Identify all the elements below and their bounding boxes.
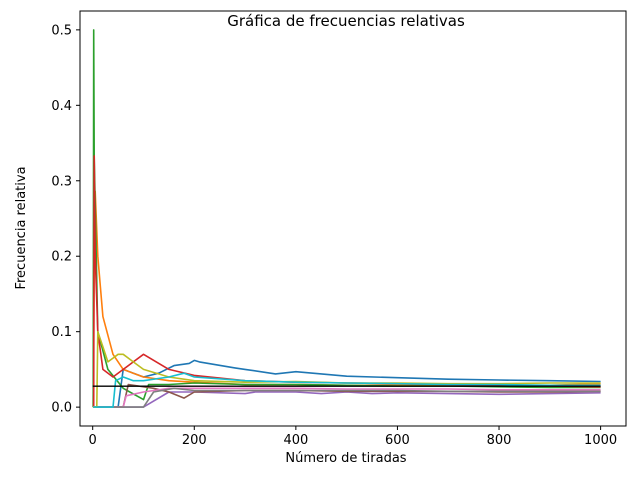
series-layer	[92, 29, 601, 408]
y-tick-label: 0.5	[51, 23, 72, 38]
series-line-2	[92, 190, 601, 408]
y-tick-label: 0.3	[51, 174, 72, 189]
x-tick-label: 200	[182, 433, 207, 448]
y-tick-label: 0.2	[51, 250, 72, 265]
series-line-3	[92, 29, 601, 408]
y-tick-label: 0.4	[51, 99, 72, 114]
y-axis-label: Frecuencia relativa	[14, 166, 29, 289]
x-tick-label: 800	[487, 433, 512, 448]
x-axis-label: Número de tiradas	[285, 451, 406, 466]
plot-frame	[79, 10, 627, 427]
series-line-5	[93, 391, 601, 408]
series-line-10	[93, 372, 601, 408]
x-tick-label: 400	[283, 433, 308, 448]
series-line-8	[93, 387, 601, 408]
x-tick-label: 1000	[584, 433, 617, 448]
series-line-7	[93, 387, 601, 408]
x-tick-label: 600	[385, 433, 410, 448]
y-tick-label: 0.0	[51, 401, 72, 416]
y-tick-label: 0.1	[51, 325, 72, 340]
x-tick-label: 0	[89, 433, 97, 448]
series-line-4	[92, 155, 601, 408]
ticks-layer: 0 200 400 600 800 1000 0.0 0.1 0.2 0.3 0.4 0.5	[51, 23, 617, 448]
chart-title: Gráfica de frecuencias relativas	[227, 12, 465, 30]
